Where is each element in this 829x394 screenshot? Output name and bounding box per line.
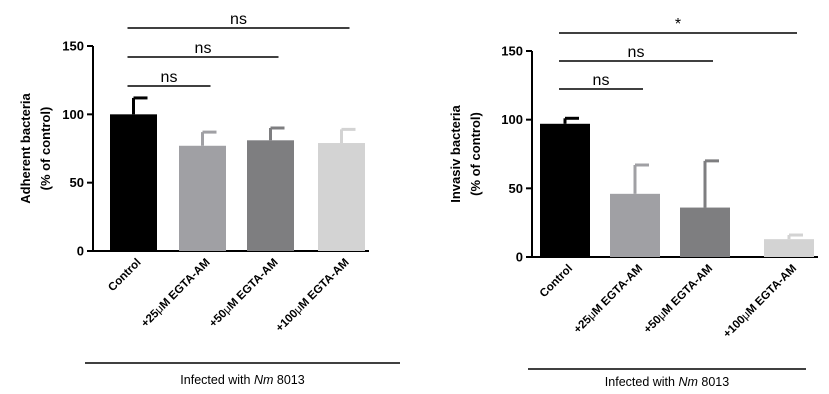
y-tick-label: 50 — [509, 181, 523, 196]
y-axis-label: (% of control) — [468, 112, 483, 196]
y-tick-label: 150 — [62, 39, 84, 54]
bar-1 — [540, 123, 590, 257]
panel-invasive: 0 50 100 150 Invasiv bacteria (% of control) C… — [448, 16, 818, 389]
y-axis-label: (% of control) — [38, 107, 53, 191]
category-label: +100μM EGTA-AM — [721, 263, 799, 341]
y-tick-label: 150 — [501, 44, 523, 59]
bar-2 — [610, 193, 660, 257]
panel-adherent: 0 50 100 150 Adherent bacteria (% of control)… — [18, 11, 400, 387]
bar-2 — [179, 145, 226, 251]
bar-3 — [247, 140, 294, 251]
y-axis-label: Adherent bacteria — [18, 92, 33, 203]
category-label: Control — [538, 263, 575, 300]
group-label: Infected with Nm 8013 — [180, 373, 304, 387]
y-tick-label: 0 — [77, 244, 84, 259]
category-label: +50μM EGTA-AM — [642, 263, 715, 336]
category-label: +50μM EGTA-AM — [207, 257, 280, 330]
significance-label: ns — [161, 69, 178, 86]
category-label: Control — [106, 257, 143, 294]
category-label: +100μM EGTA-AM — [274, 257, 352, 335]
bar-4 — [318, 143, 365, 251]
significance-label: ns — [628, 44, 645, 61]
significance-label: * — [675, 16, 681, 33]
y-tick-label: 0 — [516, 250, 523, 265]
significance-label: ns — [593, 72, 610, 89]
y-tick-label: 100 — [501, 112, 523, 127]
y-tick-label: 50 — [70, 175, 84, 190]
bar-4 — [764, 239, 814, 257]
bar-3 — [680, 207, 730, 257]
bar-1 — [110, 114, 157, 251]
significance-label: ns — [230, 11, 247, 28]
y-axis-label: Invasiv bacteria — [448, 104, 463, 202]
y-tick-label: 100 — [62, 107, 84, 122]
category-label: +25μM EGTA-AM — [572, 263, 645, 336]
category-label: +25μM EGTA-AM — [139, 257, 212, 330]
group-label: Infected with Nm 8013 — [605, 375, 729, 389]
significance-label: ns — [195, 40, 212, 57]
